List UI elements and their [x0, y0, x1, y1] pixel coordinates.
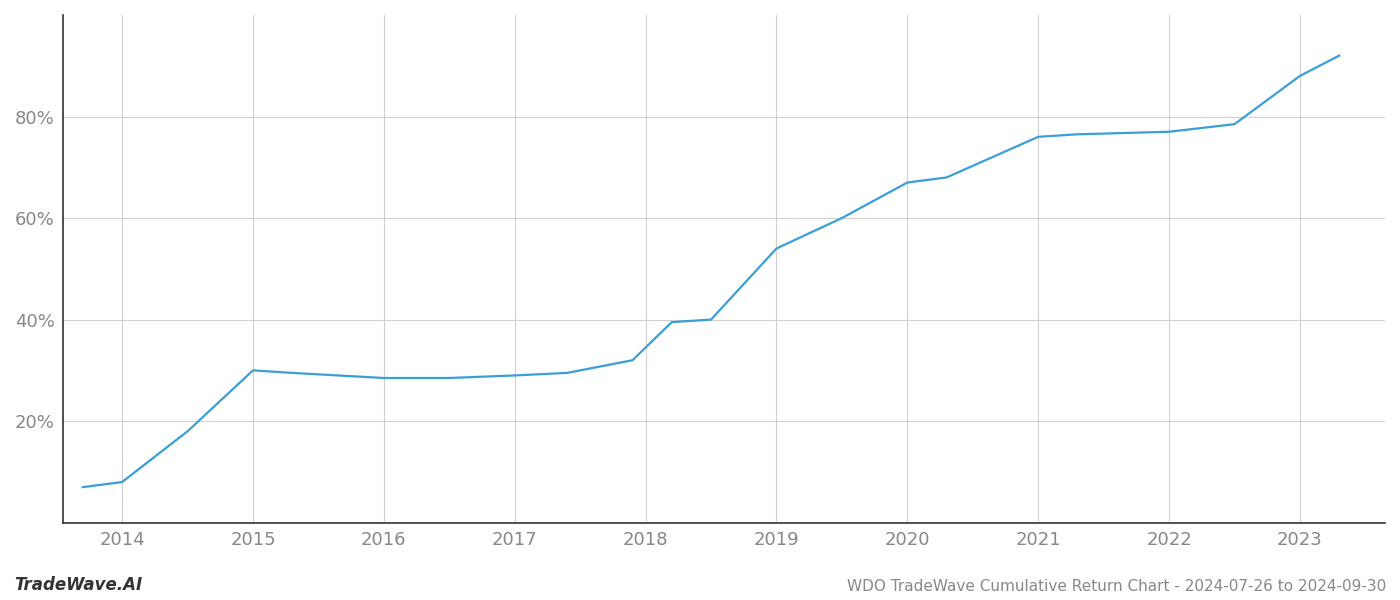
- Text: TradeWave.AI: TradeWave.AI: [14, 576, 143, 594]
- Text: WDO TradeWave Cumulative Return Chart - 2024-07-26 to 2024-09-30: WDO TradeWave Cumulative Return Chart - …: [847, 579, 1386, 594]
